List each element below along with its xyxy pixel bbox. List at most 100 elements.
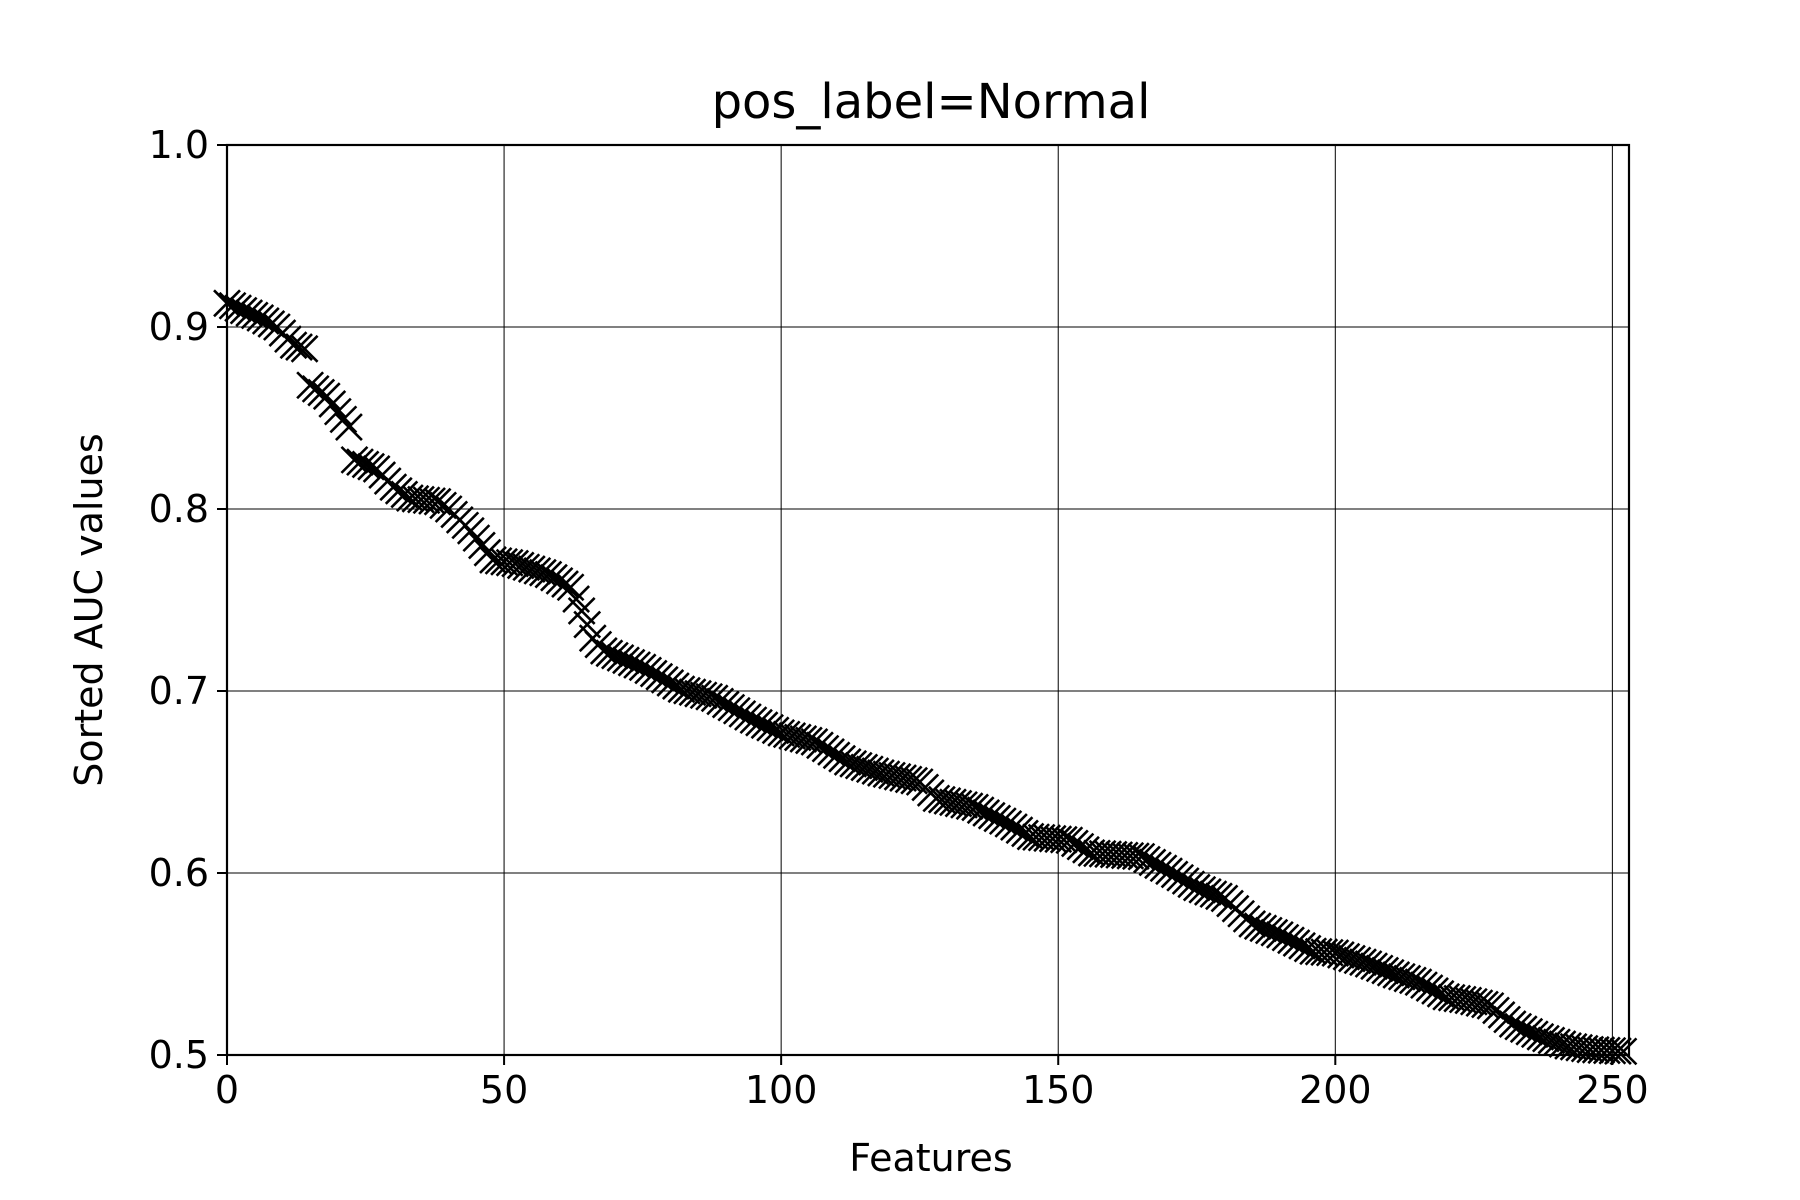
- data-point: [1604, 1037, 1632, 1065]
- data-point: [1238, 910, 1267, 938]
- y-tick-label: 0.5: [149, 1033, 209, 1077]
- data-point: [1426, 979, 1455, 1008]
- y-axis-label: Sorted AUC values: [67, 433, 111, 787]
- data-point: [927, 785, 956, 814]
- data-point: [883, 762, 912, 791]
- data-point: [872, 760, 901, 789]
- data-point: [767, 718, 796, 747]
- x-tick-label: 150: [1022, 1068, 1095, 1112]
- data-point: [1609, 1037, 1638, 1066]
- data-point: [861, 757, 890, 785]
- data-point: [1188, 875, 1217, 904]
- data-point: [1193, 878, 1222, 906]
- data-point: [1338, 944, 1366, 973]
- x-axis-label: Features: [849, 1136, 1012, 1180]
- data-point: [501, 549, 530, 578]
- data-point: [866, 758, 895, 787]
- data-point: [1049, 825, 1078, 854]
- plot-frame: [225, 143, 1631, 1057]
- data-point: [1243, 912, 1272, 941]
- data-point: [573, 610, 602, 639]
- data-point: [1437, 983, 1466, 1012]
- data-point: [1365, 954, 1394, 983]
- data-point: [1044, 825, 1073, 854]
- data-point: [1459, 987, 1488, 1016]
- data-point: [551, 570, 579, 598]
- data-point: [783, 723, 812, 752]
- data-point: [1548, 1030, 1577, 1058]
- data-point: [878, 761, 906, 790]
- data-point: [285, 333, 313, 361]
- data-point: [412, 486, 441, 515]
- axis-ticks: 0 50 100 150 200 250 0.5 0.6 0.7 0.8 0.9 1.0: [149, 123, 1649, 1112]
- data-point: [833, 748, 862, 776]
- data-point: [667, 675, 696, 704]
- data-point: [855, 755, 884, 784]
- data-point: [429, 491, 458, 520]
- data-point: [418, 487, 446, 515]
- data-point: [495, 548, 524, 577]
- data-point: [1543, 1028, 1571, 1057]
- data-point: [955, 792, 984, 821]
- data-point: [512, 553, 541, 582]
- data-point: [1520, 1020, 1549, 1049]
- data-point: [689, 681, 718, 710]
- data-point: [1465, 989, 1494, 1018]
- data-point: [1349, 948, 1377, 977]
- data-point: [490, 547, 518, 576]
- data-point: [506, 551, 535, 580]
- data-point: [761, 716, 790, 745]
- data-point: [1448, 985, 1477, 1014]
- data-point: [1537, 1026, 1566, 1055]
- data-point: [1393, 964, 1422, 993]
- data-point: [939, 788, 967, 817]
- data-point: [1310, 938, 1339, 967]
- data-point: [778, 721, 807, 750]
- data-point: [1382, 961, 1411, 989]
- y-tick-label: 1.0: [149, 123, 209, 167]
- data-point: [1199, 880, 1228, 909]
- data-point: [1371, 956, 1400, 985]
- data-point: [334, 413, 363, 442]
- data-point: [1321, 939, 1350, 967]
- data-point: [1254, 916, 1283, 945]
- data-point: [1526, 1022, 1555, 1051]
- x-tick-label: 250: [1576, 1068, 1649, 1112]
- data-point: [673, 676, 701, 705]
- x-tick-label: 200: [1299, 1068, 1372, 1112]
- data-point: [1072, 835, 1100, 864]
- data-point: [1182, 873, 1211, 902]
- data-point: [329, 405, 358, 434]
- x-tick-label: 50: [480, 1068, 528, 1112]
- y-tick-label: 0.6: [149, 851, 209, 895]
- data-point: [1454, 986, 1483, 1015]
- data-point: [1116, 841, 1145, 870]
- data-point: [1354, 950, 1383, 978]
- data-points: [213, 289, 1638, 1066]
- data-point: [318, 389, 347, 418]
- data-point: [290, 334, 319, 363]
- y-tick-label: 0.9: [149, 305, 209, 349]
- y-tick-label: 0.7: [149, 669, 209, 713]
- data-point: [517, 555, 546, 583]
- chart-title: pos_label=Normal: [712, 74, 1151, 130]
- data-point: [1293, 934, 1322, 963]
- data-point: [312, 382, 341, 411]
- data-point: [1531, 1024, 1560, 1053]
- data-point: [678, 678, 707, 707]
- data-point: [850, 753, 879, 782]
- data-point: [844, 751, 873, 780]
- x-tick-label: 100: [745, 1068, 818, 1112]
- x-tick-label: 0: [215, 1068, 239, 1112]
- data-point: [1011, 819, 1039, 848]
- data-point: [684, 679, 712, 708]
- data-point: [1387, 962, 1416, 991]
- data-point: [1443, 984, 1472, 1013]
- data-point: [1376, 958, 1405, 987]
- data-point: [772, 720, 801, 749]
- data-point: [839, 749, 868, 778]
- data-point: [1326, 940, 1355, 969]
- y-tick-label: 0.8: [149, 487, 209, 531]
